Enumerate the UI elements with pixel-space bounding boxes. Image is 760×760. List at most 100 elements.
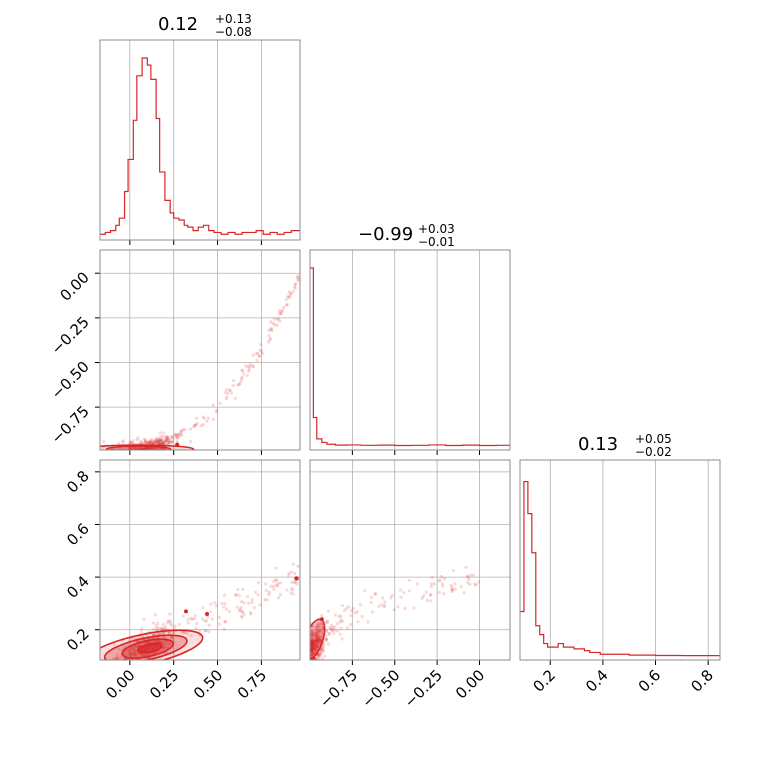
sample-point bbox=[157, 441, 161, 445]
sample-point bbox=[176, 432, 180, 436]
sample-point bbox=[465, 574, 470, 578]
sample-point bbox=[332, 631, 336, 635]
y-tick-label: 0.6 bbox=[63, 520, 93, 550]
sample-point bbox=[164, 439, 168, 443]
sample-point bbox=[201, 606, 205, 610]
sample-point bbox=[167, 437, 171, 441]
sample-point bbox=[319, 638, 323, 642]
sample-point bbox=[130, 646, 134, 650]
sample-point bbox=[290, 570, 294, 574]
density-contour bbox=[137, 642, 163, 654]
sample-point bbox=[251, 365, 255, 369]
sample-point bbox=[173, 624, 177, 628]
sample-point bbox=[310, 649, 314, 653]
sample-point bbox=[335, 622, 340, 626]
panel-2-0: 0.2 0.4 0.6 0.8 0.00 0.25 0.50 0.75 bbox=[63, 459, 301, 702]
sample-point bbox=[163, 627, 167, 631]
sample-point bbox=[425, 598, 430, 602]
sample-point bbox=[355, 610, 359, 614]
sample-point bbox=[158, 438, 162, 442]
x-tick-label: 0.4 bbox=[582, 666, 612, 696]
sample-point bbox=[313, 635, 317, 639]
sample-point bbox=[143, 440, 147, 445]
sample-point bbox=[149, 447, 153, 450]
sample-point bbox=[317, 634, 321, 638]
sample-point bbox=[159, 640, 163, 645]
sample-point bbox=[146, 447, 150, 450]
panel-frame bbox=[309, 459, 511, 661]
sample-point bbox=[315, 643, 319, 647]
sample-point bbox=[311, 640, 315, 644]
sample-point bbox=[310, 642, 314, 646]
sample-point bbox=[311, 647, 315, 651]
panel-title-median: 0.12 bbox=[158, 14, 198, 35]
sample-point bbox=[174, 433, 178, 437]
sample-point bbox=[315, 639, 320, 643]
sample-point bbox=[238, 608, 242, 612]
sample-point bbox=[313, 646, 318, 650]
sample-point bbox=[310, 648, 314, 652]
sample-point bbox=[310, 654, 314, 658]
sample-point bbox=[160, 626, 164, 630]
sample-point bbox=[160, 441, 164, 445]
sample-point bbox=[312, 632, 316, 636]
sample-point bbox=[320, 657, 324, 660]
sample-point bbox=[275, 323, 279, 327]
sample-point bbox=[278, 312, 282, 316]
sample-point bbox=[316, 623, 321, 627]
sample-point bbox=[240, 615, 244, 619]
sample-point bbox=[150, 447, 154, 450]
x-tick-label: 0.8 bbox=[687, 666, 717, 696]
sample-point bbox=[320, 623, 324, 628]
sample-point bbox=[326, 609, 331, 613]
sample-point bbox=[151, 651, 156, 656]
sample-point bbox=[429, 599, 433, 603]
sample-point bbox=[313, 642, 317, 646]
sample-point bbox=[311, 645, 315, 649]
sample-point bbox=[260, 349, 264, 353]
panel-frame bbox=[519, 459, 721, 661]
sample-point bbox=[370, 610, 374, 614]
sample-point bbox=[338, 620, 342, 624]
sample-point bbox=[153, 440, 157, 444]
x-tick-label: 0.6 bbox=[635, 666, 665, 696]
sample-point bbox=[310, 644, 314, 648]
sample-point bbox=[310, 640, 314, 644]
sample-point bbox=[222, 593, 226, 597]
sample-point bbox=[138, 447, 143, 450]
sample-point bbox=[310, 639, 314, 643]
sample-point bbox=[311, 647, 315, 651]
sample-point bbox=[158, 437, 162, 441]
sample-point bbox=[317, 639, 321, 643]
sample-point bbox=[296, 274, 300, 278]
sample-point bbox=[318, 638, 322, 643]
sample-point bbox=[310, 649, 314, 653]
sample-point bbox=[317, 638, 321, 642]
outlier-point bbox=[175, 442, 180, 447]
sample-point bbox=[339, 626, 343, 630]
sample-point bbox=[211, 403, 216, 407]
sample-point bbox=[175, 440, 179, 444]
sample-point bbox=[319, 638, 323, 642]
sample-point bbox=[380, 596, 385, 600]
sample-point bbox=[315, 657, 320, 660]
sample-point bbox=[310, 643, 314, 648]
histogram-step bbox=[100, 57, 300, 235]
sample-point bbox=[356, 620, 360, 624]
sample-point bbox=[320, 645, 325, 650]
sample-point bbox=[242, 372, 246, 376]
sample-point bbox=[345, 626, 350, 630]
sample-point bbox=[139, 441, 143, 445]
sample-point bbox=[311, 642, 315, 646]
sample-point bbox=[412, 606, 416, 610]
sample-point bbox=[344, 607, 348, 611]
sample-point bbox=[134, 653, 138, 657]
sample-point bbox=[330, 628, 334, 632]
panel-title-minus: −0.02 bbox=[635, 445, 672, 459]
sample-point bbox=[144, 439, 148, 443]
sample-point bbox=[140, 440, 144, 445]
sample-point bbox=[471, 573, 476, 577]
sample-point bbox=[314, 631, 318, 636]
sample-point bbox=[439, 574, 444, 579]
